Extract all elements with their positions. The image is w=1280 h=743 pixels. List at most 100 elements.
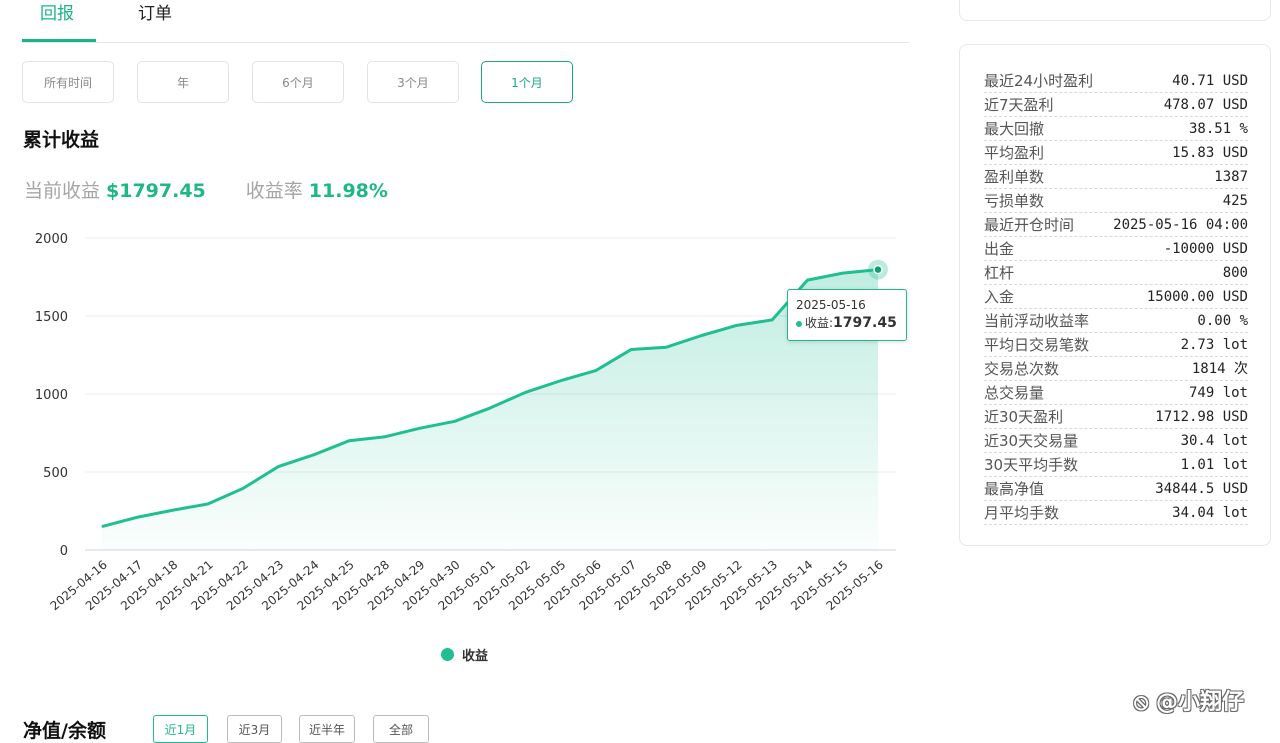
data-point — [736, 324, 738, 326]
data-point — [242, 487, 244, 489]
stat-row: 平均日交易笔数 2.73 lot — [984, 333, 1248, 357]
stat-row: 近7天盈利 478.07 USD — [984, 93, 1248, 117]
stat-label: 月平均手数 — [984, 504, 1060, 522]
stat-row: 最近24小时盈利 40.71 USD — [984, 69, 1248, 93]
range-1-month[interactable]: 近1月 — [153, 715, 208, 743]
data-point — [489, 407, 491, 409]
stat-label: 出金 — [984, 240, 1015, 258]
stat-value: 478.07 USD — [1163, 97, 1248, 113]
current-return-label: 当前收益 — [24, 180, 101, 202]
stat-row: 近30天盈利 1712.98 USD — [984, 405, 1248, 429]
filter-6-months[interactable]: 6个月 — [252, 61, 344, 103]
stat-label: 杠杆 — [984, 264, 1015, 282]
stat-value: 34844.5 USD — [1155, 481, 1248, 497]
stat-row: 最近开仓时间 2025-05-16 04:00 — [984, 213, 1248, 237]
y-tick-label: 1000 — [35, 388, 68, 403]
stat-row: 平均盈利 15.83 USD — [984, 141, 1248, 165]
return-rate-label: 收益率 — [245, 180, 303, 202]
stat-value: 15000.00 USD — [1146, 289, 1248, 305]
watermark: ⦸ @小翔仔 — [1134, 690, 1245, 715]
stat-value: 2.73 lot — [1180, 337, 1248, 353]
y-tick-label: 0 — [60, 544, 68, 559]
stat-value: 1712.98 USD — [1155, 409, 1248, 425]
tooltip-value: 1797.45 — [833, 315, 897, 331]
data-point — [313, 454, 315, 456]
stat-label: 交易总次数 — [984, 360, 1060, 378]
stat-label: 最高净值 — [984, 480, 1045, 498]
chart-tooltip: 2025-05-16 收益:1797.45 — [787, 289, 907, 341]
top-card — [959, 0, 1271, 21]
stat-row: 亏损单数 425 — [984, 189, 1248, 213]
tab-orders[interactable]: 订单 — [138, 4, 172, 24]
filter-3-months[interactable]: 3个月 — [367, 61, 459, 103]
nav-balance-title: 净值/余额 — [23, 720, 106, 742]
stat-value: 2025-05-16 04:00 — [1113, 217, 1248, 233]
stat-value: -10000 USD — [1163, 241, 1248, 257]
data-point — [207, 503, 209, 505]
stat-label: 最近开仓时间 — [984, 216, 1075, 234]
stat-value: 38.51 % — [1188, 121, 1248, 137]
stat-value: 1.01 lot — [1180, 457, 1248, 473]
stat-row: 最高净值 34844.5 USD — [984, 477, 1248, 501]
stat-row: 30天平均手数 1.01 lot — [984, 453, 1248, 477]
stat-label: 当前浮动收益率 — [984, 312, 1090, 330]
data-point — [101, 526, 103, 528]
stat-row: 最大回撤 38.51 % — [984, 117, 1248, 141]
stat-value: 40.71 USD — [1172, 73, 1248, 89]
stat-value: 30.4 lot — [1180, 433, 1248, 449]
data-point — [842, 272, 844, 274]
stat-row: 月平均手数 34.04 lot — [984, 501, 1248, 525]
stat-label: 近30天交易量 — [984, 432, 1079, 450]
active-tab-indicator — [22, 39, 96, 42]
tooltip-date: 2025-05-16 — [796, 298, 866, 312]
stat-label: 最近24小时盈利 — [984, 72, 1094, 90]
data-point — [348, 440, 350, 442]
stat-label: 入金 — [984, 288, 1015, 306]
return-rate-value: 11.98% — [308, 180, 388, 202]
stat-label: 总交易量 — [984, 384, 1045, 402]
stat-label: 平均日交易笔数 — [984, 336, 1090, 354]
tab-returns[interactable]: 回报 — [40, 4, 74, 24]
stat-label: 近30天盈利 — [984, 408, 1064, 426]
filter-1-month[interactable]: 1个月 — [481, 61, 573, 103]
range-all[interactable]: 全部 — [373, 715, 429, 743]
current-return-value: $1797.45 — [106, 180, 206, 202]
data-point — [172, 509, 174, 511]
stat-value: 1814 次 — [1191, 361, 1248, 377]
stat-value: 800 — [1222, 265, 1248, 281]
data-point — [771, 319, 773, 321]
range-half-year[interactable]: 近半年 — [299, 715, 355, 743]
stat-value: 749 lot — [1188, 385, 1248, 401]
data-point[interactable] — [873, 264, 883, 275]
stat-row: 杠杆 800 — [984, 261, 1248, 285]
stat-row: 总交易量 749 lot — [984, 381, 1248, 405]
range-3-months[interactable]: 近3月 — [227, 715, 282, 743]
stat-row: 盈利单数 1387 — [984, 165, 1248, 189]
data-point — [136, 516, 138, 518]
data-point — [665, 346, 667, 348]
filter-all-time[interactable]: 所有时间 — [22, 61, 114, 103]
stat-row: 出金 -10000 USD — [984, 237, 1248, 261]
watermark-logo-icon: ⦸ — [1134, 690, 1157, 715]
data-point — [560, 380, 562, 382]
series-area — [102, 269, 878, 550]
data-point — [277, 466, 279, 468]
stat-value: 15.83 USD — [1172, 145, 1248, 161]
tooltip-dot-icon — [796, 320, 802, 327]
data-point — [806, 279, 808, 281]
stat-value: 34.04 lot — [1172, 505, 1248, 521]
y-tick-label: 2000 — [35, 232, 68, 247]
data-point — [701, 335, 703, 336]
stat-row: 近30天交易量 30.4 lot — [984, 429, 1248, 453]
chart-legend[interactable]: 收益 — [441, 645, 488, 664]
stat-row: 交易总次数 1814 次 — [984, 357, 1248, 381]
data-point — [595, 370, 597, 372]
stat-label: 30天平均手数 — [984, 456, 1079, 474]
cumulative-return-title: 累计收益 — [23, 129, 100, 151]
stat-row: 当前浮动收益率 0.00 % — [984, 309, 1248, 333]
stat-label: 近7天盈利 — [984, 96, 1054, 114]
data-point — [383, 436, 385, 438]
filter-year[interactable]: 年 — [137, 61, 229, 103]
stat-value: 425 — [1222, 193, 1248, 209]
